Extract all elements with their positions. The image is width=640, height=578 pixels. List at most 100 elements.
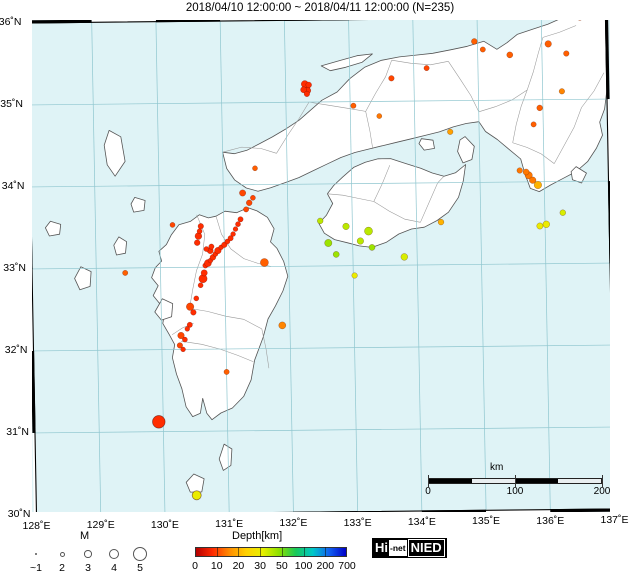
hinet-nied-logo: Hi -net NIED — [372, 538, 447, 558]
earthquake-marker — [197, 282, 204, 289]
earthquake-marker — [203, 246, 210, 252]
depth-tick-label: 0 — [192, 560, 198, 572]
magnitude-symbol — [133, 547, 147, 561]
latitude-tick-label: 30˚N — [7, 507, 31, 520]
longitude-tick-label: 135˚E — [472, 515, 501, 528]
earthquake-marker — [193, 295, 200, 302]
earthquake-marker — [516, 167, 523, 174]
longitude-tick-label: 132˚E — [279, 517, 308, 530]
earthquake-marker — [563, 50, 570, 57]
page-title: 2018/04/10 12:00:00 ~ 2018/04/11 12:00:0… — [185, 2, 455, 14]
latitude-tick-label: 31˚N — [6, 425, 30, 438]
earthquake-marker — [368, 244, 376, 251]
logo-hi-text: Hi — [375, 540, 388, 555]
earthquake-marker — [423, 65, 430, 71]
depth-legend: Depth[km] 0 10 20 30 50 100 200 700 — [190, 530, 370, 576]
earthquake-marker — [376, 113, 383, 119]
depth-tick-label: 20 — [232, 560, 245, 572]
earthquake-marker — [506, 51, 514, 59]
earthquake-marker — [303, 90, 310, 97]
earthquake-marker — [530, 121, 537, 128]
landmass-amakusa — [154, 298, 174, 321]
scale-bar-segment — [515, 479, 558, 483]
magnitude-legend: M ~1 2 3 4 5 — [22, 530, 172, 576]
scale-bar-tick — [515, 475, 516, 487]
earthquake-marker — [152, 415, 166, 429]
seismicity-map[interactable] — [32, 20, 610, 512]
earthquake-marker — [350, 102, 357, 109]
earthquake-marker — [559, 209, 566, 216]
scale-bar-tick-label: 200 — [593, 486, 611, 497]
latitude-tick-label: 35˚N — [0, 97, 23, 110]
earthquake-marker — [239, 189, 246, 197]
scale-bar: km 0 100 200 — [420, 462, 610, 504]
earthquake-marker — [232, 226, 239, 232]
landmass-shodo — [418, 138, 435, 151]
earthquake-marker — [324, 239, 333, 247]
earthquake-marker — [230, 231, 236, 237]
earthquake-marker — [447, 128, 454, 135]
earthquake-marker — [208, 243, 215, 250]
earthquake-marker — [558, 88, 565, 95]
depth-colorbar-ticks — [195, 547, 347, 557]
latitude-tick-label: 33˚N — [3, 261, 26, 274]
logo-net-text: -net — [389, 540, 407, 556]
earthquake-marker — [200, 269, 208, 277]
landmass-tsushima — [103, 130, 126, 177]
land-polygons — [44, 20, 608, 493]
longitude-tick-label: 130˚E — [150, 518, 179, 531]
magnitude-symbol — [59, 551, 65, 557]
magnitude-label: 2 — [59, 562, 65, 574]
earthquake-marker — [536, 222, 544, 230]
depth-tick-label: 30 — [254, 560, 266, 572]
earthquake-marker — [278, 321, 287, 330]
latitude-tick-label: 36˚N — [0, 15, 22, 28]
scale-bar-segment — [429, 479, 472, 483]
depth-tick-label: 200 — [316, 560, 335, 572]
earthquake-marker — [437, 218, 445, 226]
map-canvas[interactable] — [32, 20, 610, 512]
earthquake-marker — [235, 221, 241, 227]
earthquake-marker — [536, 104, 543, 112]
landmass-shikoku — [318, 158, 467, 248]
scale-bar-tick — [602, 475, 603, 487]
depth-tick-label: 700 — [338, 560, 356, 572]
earthquake-marker — [542, 220, 550, 228]
earthquake-marker — [186, 302, 195, 311]
magnitude-symbol — [84, 550, 92, 558]
depth-tick-label: 100 — [294, 560, 313, 572]
longitude-tick-label: 134˚E — [407, 516, 436, 529]
logo-nied-text: NIED — [407, 539, 445, 557]
earthquake-marker — [243, 206, 249, 213]
longitude-tick-label: 131˚E — [215, 517, 244, 530]
earthquake-marker — [522, 168, 530, 176]
earthquake-marker — [400, 253, 408, 261]
magnitude-label: 5 — [137, 562, 143, 574]
landmass-yakushima — [185, 473, 205, 493]
landmass-awaji — [457, 136, 475, 164]
landmass-goto — [74, 266, 92, 291]
earthquake-marker — [252, 165, 258, 172]
longitude-tick-label: 133˚E — [343, 516, 372, 529]
landmass-smallW — [44, 220, 62, 237]
earthquake-marker — [356, 237, 364, 245]
earthquake-marker — [479, 46, 486, 53]
earthquake-marker — [169, 222, 176, 228]
landmass-sado — [570, 166, 587, 184]
earthquake-marker — [250, 195, 256, 201]
longitude-tick-label: 136˚E — [536, 514, 565, 527]
landmass-hirado — [113, 236, 127, 256]
earthquake-marker — [182, 336, 188, 343]
magnitude-symbol — [108, 548, 120, 560]
earthquake-marker — [471, 38, 478, 45]
earthquake-marker — [533, 180, 542, 189]
earthquake-marker — [196, 228, 203, 234]
longitude-tick-label: 129˚E — [86, 519, 115, 532]
earthquake-marker — [223, 369, 230, 375]
latitude-tick-label: 32˚N — [4, 343, 28, 356]
scale-bar-tick — [428, 475, 429, 487]
earthquake-marker — [190, 309, 197, 316]
earthquake-marker — [342, 222, 350, 230]
earthquake-marker — [194, 232, 203, 240]
earthquake-marker — [364, 226, 373, 236]
